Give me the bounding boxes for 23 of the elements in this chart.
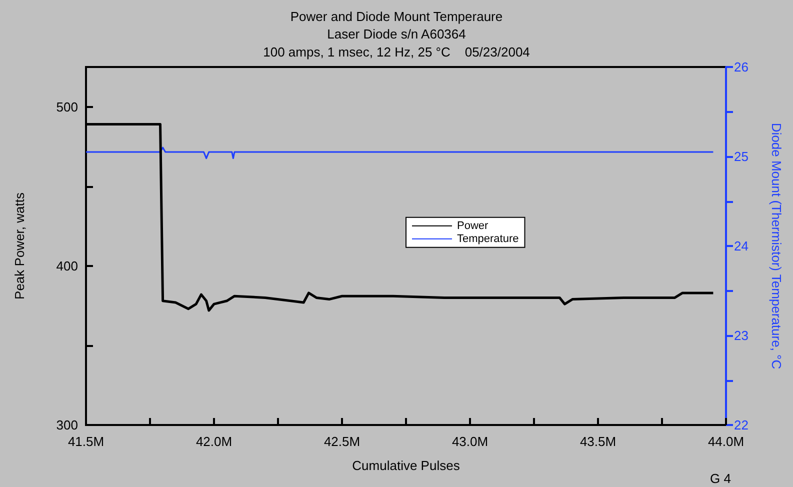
x-tick-label: 42.0M bbox=[196, 434, 232, 449]
y2-tick-label: 23 bbox=[734, 328, 748, 343]
x-tick-label: 43.5M bbox=[580, 434, 616, 449]
y2-tick-label: 22 bbox=[734, 418, 748, 432]
line-series bbox=[84, 123, 714, 312]
y2-tick-label: 25 bbox=[734, 149, 748, 164]
y2-tick-label: 24 bbox=[734, 238, 748, 254]
x-tick-label: 43.0M bbox=[452, 434, 488, 449]
chart-subtitle: Laser Diode s/n A60364 100 amps, 1 msec, 12 Hz, 25 °C 05/23/2004 bbox=[263, 26, 530, 60]
y-tick-label: 400 bbox=[56, 258, 78, 274]
x-tick-label: 42.5M bbox=[324, 434, 360, 449]
x-tick-label: 44.0M bbox=[708, 434, 744, 449]
x-tick-label: 41.5M bbox=[68, 434, 104, 449]
text: G 4 bbox=[710, 471, 732, 486]
legend-label: Power bbox=[457, 220, 489, 232]
y2-axis-title: Diode Mount (Thermistor) Temperature, °C bbox=[769, 122, 784, 370]
legend-label: Temperature bbox=[457, 232, 519, 245]
y-tick-label: 500 bbox=[56, 99, 78, 114]
y-axis-title: Peak Power, watts bbox=[12, 192, 27, 300]
x-axis-title: Cumulative Pulses bbox=[352, 458, 460, 473]
y-tick-label: 300 bbox=[56, 418, 78, 432]
y2-tick-label: 26 bbox=[734, 60, 748, 74]
chart-title: Power and Diode Mount Temperaure bbox=[290, 9, 503, 24]
